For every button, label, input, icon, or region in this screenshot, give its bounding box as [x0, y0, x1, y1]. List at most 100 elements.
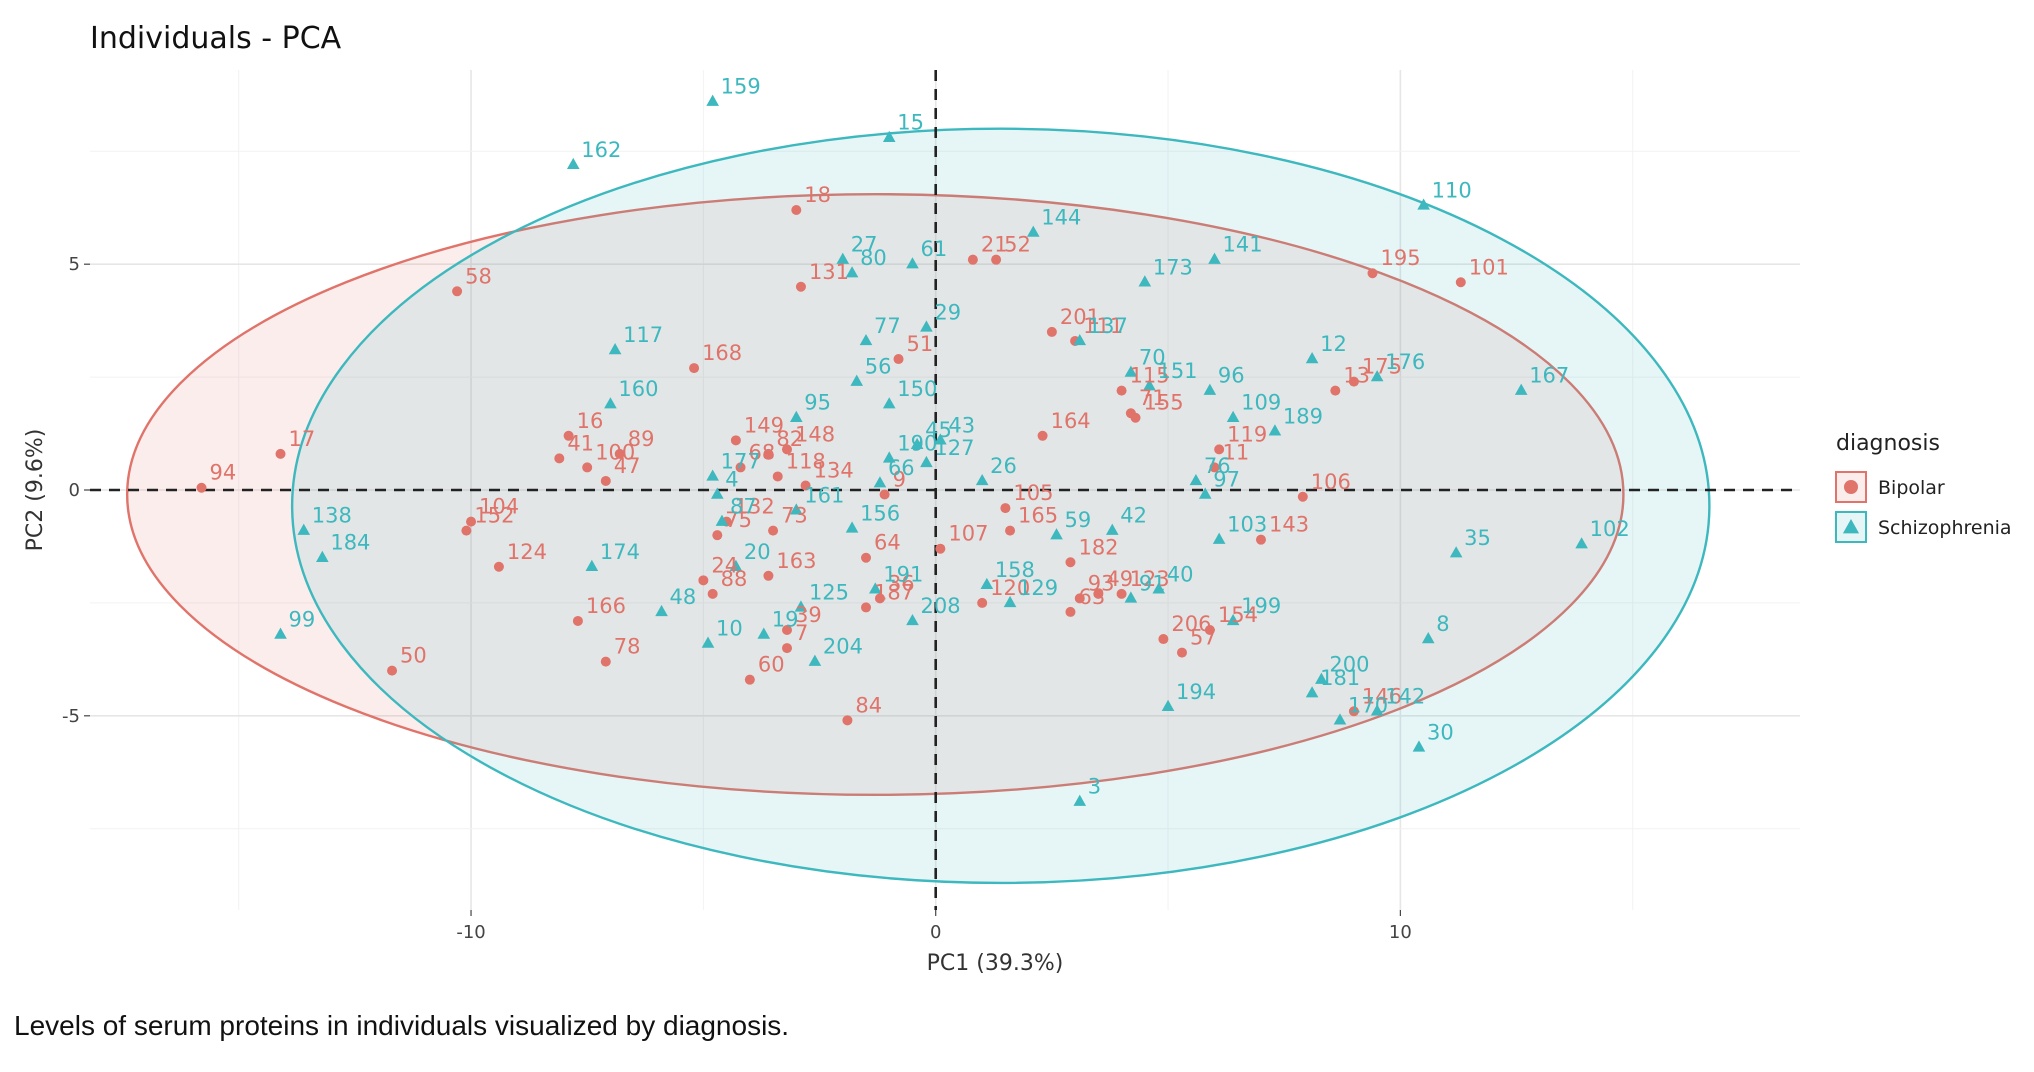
bipolar-point [698, 575, 709, 586]
schizophrenia-point-label: 200 [1329, 653, 1369, 677]
schizophrenia-point-label: 173 [1153, 255, 1193, 279]
bipolar-point [689, 363, 700, 374]
schizophrenia-point-label: 43 [948, 413, 975, 437]
bipolar-point [452, 286, 463, 297]
schizophrenia-point-label: 96 [1218, 364, 1245, 388]
bipolar-point-label: 134 [814, 458, 854, 482]
bipolar-point [842, 715, 853, 726]
schizophrenia-point [1449, 546, 1463, 558]
schizophrenia-point-label: 15 [897, 111, 924, 135]
schizophrenia-point [706, 94, 719, 106]
bipolar-point-label: 120 [990, 576, 1030, 600]
schizophrenia-point [980, 577, 994, 590]
schizophrenia-point [868, 582, 882, 594]
schizophrenia-point [910, 437, 924, 450]
bipolar-point [768, 525, 779, 536]
schizophrenia-point [1203, 383, 1217, 395]
schizophrenia-point-label: 61 [920, 237, 947, 261]
bipolar-point [744, 674, 755, 685]
legend-title: diagnosis [1836, 431, 1940, 456]
bipolar-point [600, 656, 611, 667]
schizophrenia-point-label: 167 [1529, 364, 1569, 388]
schizophrenia-point-label: 87 [730, 495, 757, 519]
bipolar-point-label: 50 [400, 644, 427, 668]
bipolar-point-label: 165 [1018, 504, 1058, 528]
schizophrenia-point-label: 20 [744, 540, 771, 564]
schizophrenia-point-label: 103 [1227, 513, 1267, 537]
schizophrenia-point [906, 613, 919, 626]
schizophrenia-point [1026, 225, 1040, 237]
bipolar-point [1065, 606, 1076, 617]
bipolar-point [1000, 503, 1011, 514]
schizophrenia-point [882, 451, 896, 463]
schizophrenia-point-label: 12 [1320, 332, 1347, 356]
bipolar-point [554, 453, 565, 464]
bipolar-point [1367, 268, 1378, 279]
schizophrenia-point-label: 26 [990, 454, 1017, 478]
schizophrenia-point [1212, 532, 1226, 544]
schizophrenia-point [836, 252, 850, 264]
bipolar-point-label: 89 [628, 427, 655, 451]
x-tick-label: 0 [930, 922, 941, 943]
bipolar-point-label: 123 [1130, 567, 1170, 591]
schizophrenia-point [715, 514, 729, 526]
schizophrenia-point-label: 117 [623, 323, 663, 347]
bipolar-point-label: 119 [1227, 422, 1267, 446]
bipolar-point-label: 71 [1139, 386, 1166, 410]
bipolar-point [1204, 625, 1215, 635]
bipolar-point [493, 561, 504, 572]
schizophrenia-point [1421, 632, 1435, 644]
data-points [196, 94, 1588, 806]
bipolar-point-label: 206 [1171, 612, 1211, 636]
schizophrenia-point-label: 30 [1427, 720, 1454, 744]
schizophrenia-point [1268, 424, 1282, 436]
bipolar-point [1074, 593, 1085, 604]
bipolar-point-label: 58 [465, 264, 492, 288]
schizophrenia-point [1412, 740, 1426, 752]
bipolar-point [1330, 385, 1341, 396]
schizophrenia-point-label: 204 [823, 635, 863, 659]
schizophrenia-point-label: 151 [1157, 359, 1197, 383]
schizophrenia-point [882, 397, 896, 409]
schizophrenia-point-label: 102 [1590, 517, 1630, 541]
schizophrenia-point-label: 110 [1432, 178, 1472, 202]
schizophrenia-point-label: 191 [883, 562, 923, 586]
schizophrenia-point-label: 184 [330, 531, 370, 555]
bipolar-point [795, 281, 806, 292]
schizophrenia-point-label: 142 [1385, 684, 1425, 708]
schizophrenia-point-label: 156 [860, 501, 900, 525]
legend-triangle-icon [1842, 519, 1860, 534]
schizophrenia-point [701, 636, 715, 648]
bipolar-point-label: 168 [702, 341, 742, 365]
bipolar-point [874, 593, 885, 604]
schizophrenia-point [1143, 379, 1156, 391]
schizophrenia-point [882, 130, 896, 142]
schizophrenia-point [808, 654, 822, 666]
bipolar-point [1176, 647, 1187, 658]
bipolar-point-label: 164 [1051, 409, 1091, 433]
bipolar-point [582, 462, 593, 473]
schizophrenia-point [859, 333, 873, 346]
bipolar-point-label: 36 [888, 571, 915, 595]
bipolar-point [861, 552, 872, 563]
schizophrenia-point-label: 162 [581, 138, 621, 162]
figure-caption: Levels of serum proteins in individuals … [14, 1010, 790, 1041]
bipolar-point-label: 155 [1144, 391, 1184, 415]
schizophrenia-point [1161, 699, 1175, 711]
schizophrenia-point [757, 627, 771, 639]
schizophrenia-point-label: 159 [721, 75, 761, 99]
bipolar-point [466, 516, 477, 527]
y-tick-label: 0 [69, 480, 80, 501]
bipolar-point [600, 475, 611, 486]
schizophrenia-point-label: 48 [670, 585, 697, 609]
bipolar-point [1348, 706, 1359, 717]
schizophrenia-point [845, 521, 859, 533]
schizophrenia-point [604, 397, 617, 409]
schizophrenia-point-label: 150 [897, 377, 937, 401]
schizophrenia-point [845, 266, 859, 278]
y-tick-label: 5 [69, 254, 80, 275]
y-tick-label: -5 [62, 706, 80, 727]
bipolar-point [572, 615, 583, 626]
x-tick-label: 10 [1389, 922, 1412, 943]
schizophrenia-point [850, 374, 864, 386]
